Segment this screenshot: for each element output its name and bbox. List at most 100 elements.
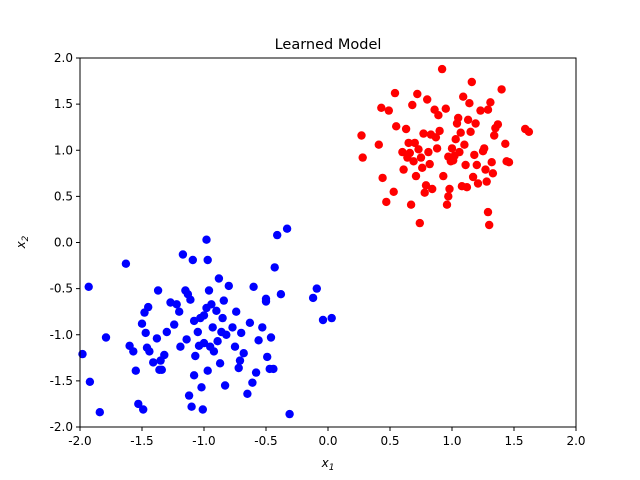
data-point	[476, 106, 485, 115]
data-point	[471, 119, 480, 128]
data-point	[425, 159, 434, 169]
data-point	[456, 128, 465, 137]
data-point	[504, 158, 514, 167]
data-point	[357, 131, 366, 140]
data-point	[420, 188, 429, 197]
data-point	[459, 92, 468, 101]
y-axis-ticks: -2.0 -1.5 -1.0 -0.5 0.0 0.5 1.0 1.5 2.0	[50, 51, 80, 434]
data-point	[273, 230, 282, 240]
x-tick-label: 2.0	[566, 434, 585, 448]
data-point	[218, 313, 227, 323]
data-point	[487, 158, 496, 167]
data-point	[421, 181, 431, 190]
data-point	[121, 259, 131, 268]
data-point	[312, 284, 321, 293]
data-point	[198, 405, 207, 414]
data-point	[208, 323, 217, 332]
data-point	[401, 124, 411, 134]
data-point	[483, 105, 493, 114]
data-point	[199, 338, 209, 348]
data-point	[141, 328, 150, 338]
data-point	[454, 113, 463, 123]
plot-area	[80, 58, 576, 427]
data-point	[84, 282, 93, 291]
data-point	[269, 364, 278, 374]
data-point	[204, 286, 214, 295]
data-point	[442, 200, 452, 209]
y-tick-label: 1.0	[54, 143, 73, 157]
data-point	[152, 334, 162, 343]
y-axis-label-base: x	[14, 240, 28, 249]
data-point	[444, 192, 453, 201]
data-point	[222, 330, 231, 339]
data-point	[490, 131, 499, 140]
data-point	[424, 147, 433, 157]
data-point	[501, 139, 510, 148]
data-point	[470, 150, 479, 160]
data-point	[398, 147, 407, 157]
x-axis-label-base: x	[321, 456, 330, 470]
data-point	[285, 409, 294, 419]
data-point	[188, 255, 197, 265]
data-point	[447, 144, 457, 153]
data-point	[423, 95, 432, 104]
data-point	[186, 295, 195, 304]
y-tick-label: -1.0	[50, 328, 73, 342]
y-tick-label: 0.5	[54, 189, 73, 203]
data-point	[418, 163, 427, 172]
data-point	[308, 293, 318, 303]
y-tick-label: 2.0	[54, 51, 73, 65]
y-tick-label: -1.5	[50, 374, 73, 388]
data-point	[416, 153, 426, 162]
data-point	[439, 171, 448, 181]
data-point	[472, 160, 481, 170]
x-tick-label: -2.0	[68, 434, 91, 448]
data-point	[149, 358, 158, 367]
data-point	[137, 319, 147, 328]
data-point	[482, 177, 491, 186]
y-axis-label: x2	[14, 235, 31, 249]
data-point	[441, 104, 450, 113]
data-point	[254, 336, 263, 345]
data-point	[245, 318, 255, 327]
data-point	[203, 255, 212, 265]
data-point	[382, 197, 391, 207]
x-axis-label: x1	[321, 456, 335, 473]
data-points	[78, 64, 534, 419]
data-point	[455, 147, 464, 157]
data-point	[131, 366, 140, 375]
data-point	[162, 327, 171, 337]
data-point	[410, 138, 419, 148]
data-point	[191, 351, 200, 361]
data-point	[473, 179, 483, 188]
y-tick-label: 0.0	[54, 236, 73, 250]
data-point	[270, 263, 279, 272]
data-point	[228, 323, 237, 332]
data-point	[232, 307, 241, 316]
x-tick-label: -1.0	[192, 434, 215, 448]
data-point	[243, 389, 252, 398]
data-point	[175, 307, 184, 316]
data-point	[276, 290, 286, 299]
data-point	[377, 103, 386, 113]
data-point	[451, 135, 460, 144]
data-point	[237, 328, 246, 338]
data-point	[160, 350, 169, 360]
data-point	[176, 342, 185, 351]
data-point	[463, 115, 473, 125]
data-point	[202, 235, 211, 244]
data-point	[213, 337, 222, 346]
data-point	[134, 399, 143, 409]
data-point	[486, 98, 495, 107]
y-tick-label: 1.5	[54, 97, 73, 111]
data-point	[415, 218, 424, 228]
data-point	[428, 184, 437, 194]
data-point	[258, 323, 267, 332]
data-point	[145, 347, 154, 356]
data-point	[215, 359, 225, 368]
data-point	[392, 122, 401, 131]
data-point	[214, 274, 224, 283]
data-point	[390, 88, 400, 98]
data-point	[261, 297, 271, 306]
x-tick-label: 1.0	[442, 434, 461, 448]
